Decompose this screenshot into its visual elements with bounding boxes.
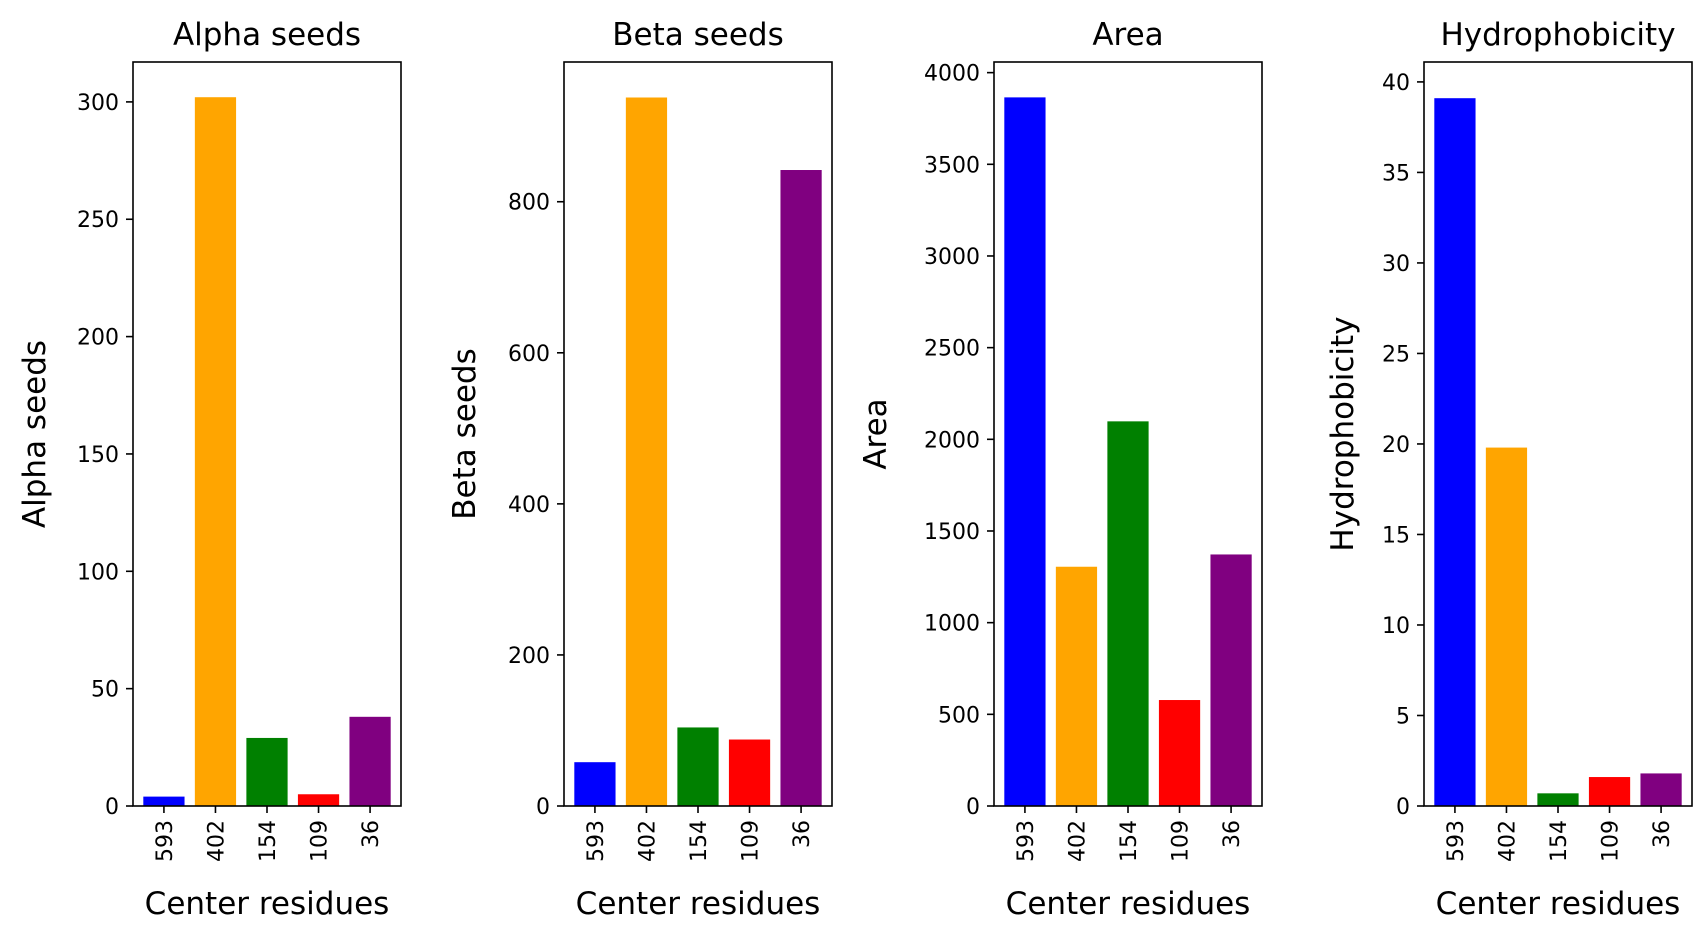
x-tick-label: 402 xyxy=(1495,820,1520,862)
y-tick-label: 800 xyxy=(508,191,550,216)
x-axis-label: Center residues xyxy=(145,886,390,922)
x-tick-label: 593 xyxy=(153,820,178,862)
bar-36 xyxy=(1640,773,1682,806)
bar-36 xyxy=(349,716,391,806)
y-tick-label: 200 xyxy=(77,326,119,351)
y-axis-label: Area xyxy=(858,398,894,469)
x-tick-label: 109 xyxy=(1599,820,1624,862)
y-tick-label: 3500 xyxy=(924,153,980,178)
bar-109 xyxy=(297,794,340,806)
y-tick-label: 2000 xyxy=(924,428,980,453)
bar-402 xyxy=(194,97,237,806)
x-tick-label: 593 xyxy=(584,820,609,862)
y-axis-label: Alpha seeds xyxy=(17,340,53,528)
y-tick-label: 1500 xyxy=(924,520,980,545)
x-tick-label: 154 xyxy=(1547,820,1572,862)
x-tick-label: 109 xyxy=(739,820,764,862)
y-tick-label: 400 xyxy=(508,493,550,518)
x-tick-label: 36 xyxy=(1650,820,1675,848)
y-tick-label: 0 xyxy=(536,795,550,820)
bar-109 xyxy=(1158,700,1201,806)
bar-154 xyxy=(1107,421,1149,806)
x-tick-label: 593 xyxy=(1014,820,1039,862)
x-tick-label: 593 xyxy=(1444,820,1469,862)
bar-109 xyxy=(1588,777,1631,806)
y-tick-label: 4000 xyxy=(924,62,980,87)
x-axis-label: Center residues xyxy=(576,886,821,922)
y-tick-label: 0 xyxy=(1396,795,1410,820)
x-tick-label: 402 xyxy=(635,820,660,862)
y-tick-label: 10 xyxy=(1382,614,1410,639)
chart-panel-3: 0 500 1000 1500 2000 2500 3000 3500 4000 593 402 15… xyxy=(858,17,1263,922)
chart-panel-4: 0 5 10 15 20 25 30 35 40 593 402 154 109 36 Hydrophobi… xyxy=(1325,17,1693,922)
y-axis-label: Hydrophobicity xyxy=(1325,316,1361,551)
bar-154 xyxy=(246,737,288,806)
y-tick-label: 250 xyxy=(77,208,119,233)
bar-402 xyxy=(625,97,668,806)
y-tick-label: 35 xyxy=(1382,161,1410,186)
y-tick-label: 25 xyxy=(1382,342,1410,367)
x-tick-label: 154 xyxy=(1117,820,1142,862)
chart-title: Area xyxy=(1092,17,1163,53)
x-axis-label: Center residues xyxy=(1436,886,1681,922)
bar-109 xyxy=(728,739,771,806)
y-tick-label: 500 xyxy=(938,703,980,728)
x-tick-label: 109 xyxy=(308,820,333,862)
x-tick-label: 154 xyxy=(687,820,712,862)
x-tick-label: 402 xyxy=(204,820,229,862)
y-tick-label: 5 xyxy=(1396,704,1410,729)
y-tick-label: 30 xyxy=(1382,252,1410,277)
y-tick-label: 0 xyxy=(966,795,980,820)
y-tick-label: 2500 xyxy=(924,337,980,362)
bar-402 xyxy=(1485,447,1528,806)
x-tick-label: 36 xyxy=(790,820,815,848)
y-tick-label: 20 xyxy=(1382,433,1410,458)
y-tick-label: 600 xyxy=(508,342,550,367)
x-tick-label: 154 xyxy=(256,820,281,862)
bar-402 xyxy=(1055,566,1098,806)
y-tick-label: 3000 xyxy=(924,245,980,270)
bar-593 xyxy=(1434,98,1476,806)
y-tick-label: 200 xyxy=(508,644,550,669)
bar-154 xyxy=(677,727,719,806)
y-axis-label: Beta seeds xyxy=(447,348,483,519)
bar-154 xyxy=(1537,793,1579,806)
y-tick-label: 1000 xyxy=(924,612,980,637)
y-tick-label: 50 xyxy=(91,678,119,703)
x-tick-label: 36 xyxy=(359,820,384,848)
y-tick-label: 40 xyxy=(1382,71,1410,96)
chart-panel-2: 0 200 400 600 800 593 402 154 109 36 Beta seeds Cen… xyxy=(447,17,833,922)
y-tick-label: 0 xyxy=(105,795,119,820)
y-tick-label: 100 xyxy=(77,560,119,585)
axes-frame xyxy=(132,61,402,807)
chart-panel-1: 0 50 100 150 200 250 300 593 402 154 109 36 Alpha se… xyxy=(17,17,402,922)
bar-36 xyxy=(1210,554,1252,806)
y-tick-label: 150 xyxy=(77,443,119,468)
chart-title: Beta seeds xyxy=(612,17,783,53)
y-tick-label: 300 xyxy=(77,91,119,116)
x-tick-label: 109 xyxy=(1169,820,1194,862)
bar-36 xyxy=(780,170,822,806)
bar-593 xyxy=(574,762,616,806)
chart-title: Alpha seeds xyxy=(173,17,361,53)
bar-593 xyxy=(143,796,185,806)
x-tick-label: 36 xyxy=(1220,820,1245,848)
bar-593 xyxy=(1004,97,1046,806)
x-tick-label: 402 xyxy=(1065,820,1090,862)
chart-title: Hydrophobicity xyxy=(1440,17,1675,53)
y-tick-label: 15 xyxy=(1382,523,1410,548)
x-axis-label: Center residues xyxy=(1006,886,1251,922)
